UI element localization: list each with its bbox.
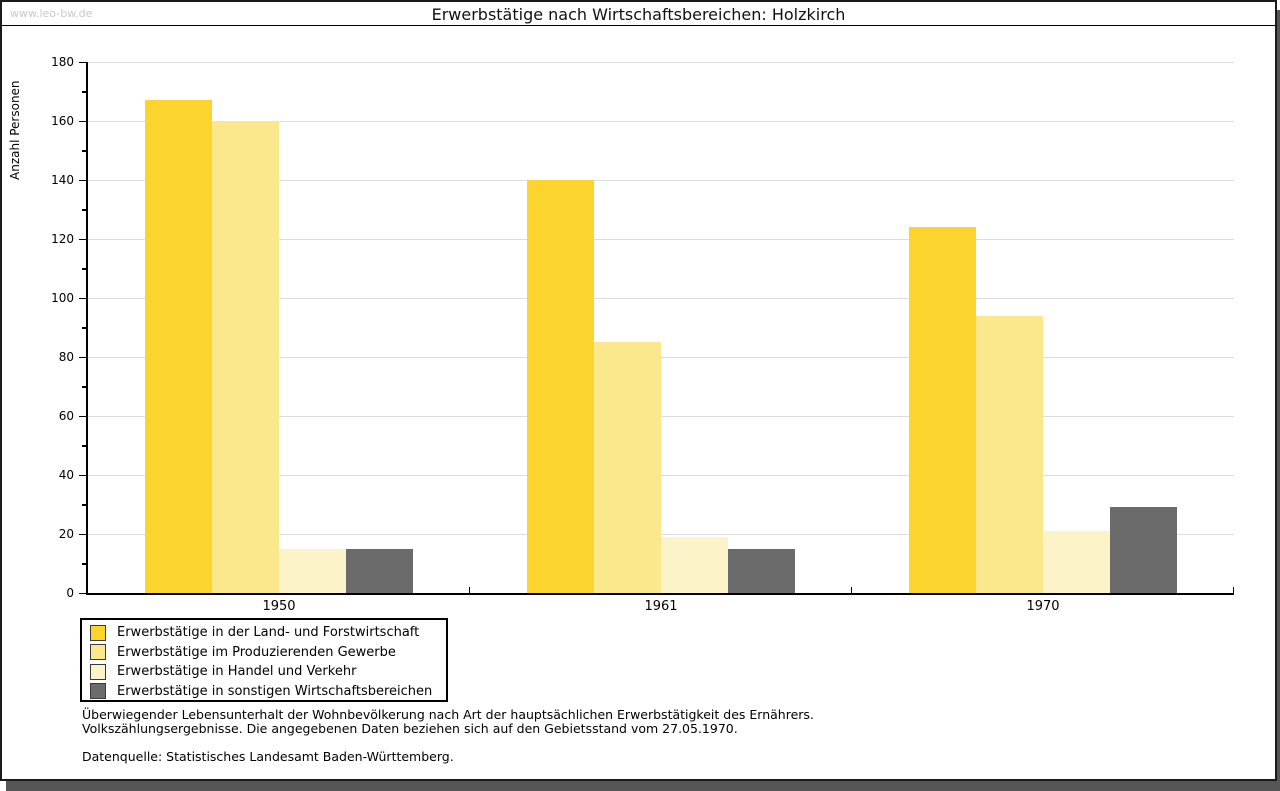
legend-item: Erwerbstätige in der Land- und Forstwirt… <box>90 623 446 643</box>
footnote-source: Datenquelle: Statistisches Landesamt Bad… <box>82 749 454 764</box>
bar <box>346 548 413 593</box>
y-axis-minor-tick <box>82 386 86 388</box>
bar <box>976 315 1043 593</box>
gridline <box>88 533 1234 535</box>
watermark: www.leo-bw.de <box>10 7 93 20</box>
y-axis-tick <box>79 120 86 122</box>
gridline <box>88 120 1234 122</box>
header-divider <box>2 25 1275 26</box>
bar <box>728 548 795 593</box>
y-axis-tick <box>79 356 86 358</box>
y-tick-label: 100 <box>51 291 74 305</box>
x-axis-tick <box>1232 587 1234 593</box>
y-axis-tick <box>79 61 86 63</box>
gridline <box>88 179 1234 181</box>
y-axis-tick <box>79 297 86 299</box>
y-tick-label: 20 <box>58 527 74 541</box>
bar <box>661 536 728 593</box>
y-axis-tick <box>79 238 86 240</box>
y-tick-label: 60 <box>58 409 74 423</box>
gridline <box>88 238 1234 240</box>
gridline <box>88 61 1234 63</box>
legend-label: Erwerbstätige in sonstigen Wirtschaftsbe… <box>117 683 433 699</box>
y-axis-minor-tick <box>82 504 86 506</box>
legend-label: Erwerbstätige in der Land- und Forstwirt… <box>117 625 420 641</box>
legend-label: Erwerbstätige im Produzierenden Gewerbe <box>117 644 396 660</box>
y-tick-label: 140 <box>51 173 74 187</box>
y-tick-label: 80 <box>58 350 74 364</box>
legend: Erwerbstätige in der Land- und Forstwirt… <box>80 618 448 702</box>
y-axis-minor-tick <box>82 445 86 447</box>
y-axis-title: Anzahl Personen <box>8 80 22 180</box>
y-axis-tick <box>79 474 86 476</box>
window-shadow <box>1277 10 1280 781</box>
legend-label: Erwerbstätige in Handel und Verkehr <box>117 664 357 680</box>
window-shadow <box>6 781 1280 791</box>
bar <box>279 548 346 593</box>
legend-swatch <box>90 683 106 700</box>
y-axis-minor-tick <box>82 268 86 270</box>
gridline <box>88 415 1234 417</box>
legend-item: Erwerbstätige im Produzierenden Gewerbe <box>90 643 446 663</box>
bar <box>1110 507 1177 593</box>
bar <box>145 100 212 593</box>
y-axis-tick <box>79 415 86 417</box>
bar <box>212 121 279 593</box>
y-axis-tick <box>79 592 86 594</box>
gridline <box>88 297 1234 299</box>
y-axis-minor-tick <box>82 327 86 329</box>
footnote-line: Volkszählungsergebnisse. Die angegebenen… <box>82 720 738 736</box>
y-tick-label: 180 <box>51 55 74 69</box>
bar <box>594 342 661 593</box>
legend-swatch <box>90 624 106 641</box>
legend-item: Erwerbstätige in Handel und Verkehr <box>90 662 446 682</box>
y-axis-tick <box>79 179 86 181</box>
footnotes: Überwiegender Lebensunterhalt der Wohnbe… <box>82 708 814 764</box>
y-tick-label: 40 <box>58 468 74 482</box>
x-category-label: 1950 <box>262 599 296 614</box>
bar <box>1043 531 1110 593</box>
plot-area: 0 20 40 60 80 100 120 140 160 180 1950 1961 1970 <box>51 56 1234 614</box>
x-axis-tick <box>468 587 470 593</box>
x-axis-tick <box>850 587 852 593</box>
bar <box>909 227 976 593</box>
footnote-line: Überwiegender Lebensunterhalt der Wohnbe… <box>82 707 814 722</box>
y-tick-label: 120 <box>51 232 74 246</box>
y-axis-minor-tick <box>82 563 86 565</box>
x-category-label: 1970 <box>1026 599 1060 614</box>
gridline <box>88 474 1234 476</box>
y-axis-minor-tick <box>82 150 86 152</box>
legend-swatch <box>90 644 106 661</box>
legend-swatch <box>90 663 106 680</box>
y-axis-tick <box>79 533 86 535</box>
legend-item: Erwerbstätige in sonstigen Wirtschaftsbe… <box>90 682 446 702</box>
bar <box>527 180 594 593</box>
y-axis-minor-tick <box>82 209 86 211</box>
y-tick-label: 160 <box>51 114 74 128</box>
x-category-label: 1961 <box>644 599 678 614</box>
gridline <box>88 356 1234 358</box>
y-axis-minor-tick <box>82 91 86 93</box>
chart-title: Erwerbstätige nach Wirtschaftsbereichen:… <box>431 5 846 24</box>
y-tick-label: 0 <box>66 586 74 600</box>
